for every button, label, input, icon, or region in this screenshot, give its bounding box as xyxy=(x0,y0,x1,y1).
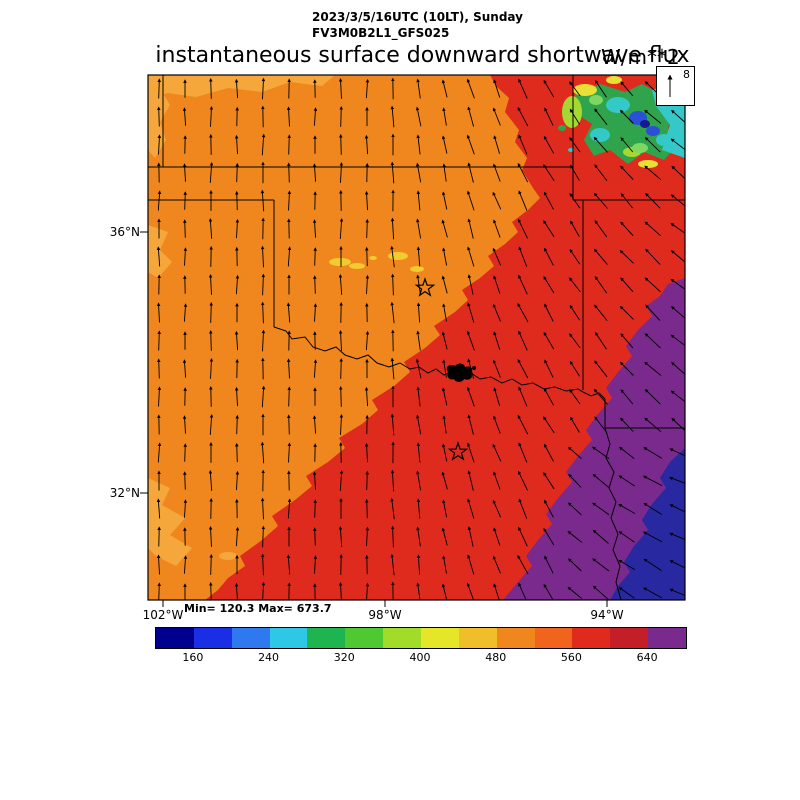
quiver-reference-value: 8 xyxy=(683,68,690,81)
colorbar-segment xyxy=(496,628,535,648)
lon-tick-label-94w: 94°W xyxy=(590,608,624,622)
red-river-border xyxy=(273,326,685,429)
lat-tick-label-32n: 32°N xyxy=(109,486,140,500)
colorbar-tick-label: 560 xyxy=(560,651,582,664)
colorbar-segment xyxy=(193,628,232,648)
colorbar-segment xyxy=(534,628,573,648)
colorbar-segment xyxy=(269,628,308,648)
cloud-spots-yellow xyxy=(329,252,424,272)
quiver-reference-key: 8 xyxy=(656,66,695,106)
colorbar-tick-label: 480 xyxy=(485,651,507,664)
valid-time-label: 2023/3/5/16UTC (10LT), Sunday xyxy=(312,10,523,24)
colorbar-tick-label: 240 xyxy=(258,651,280,664)
site-marker-star xyxy=(414,277,436,297)
colorbar-tick-label: 320 xyxy=(333,651,355,664)
flux-region-red xyxy=(205,75,685,600)
colorbar-tick-label: 160 xyxy=(182,651,204,664)
colorbar-segment xyxy=(307,628,346,648)
axis-frame xyxy=(147,74,686,601)
colorbar-segment xyxy=(458,628,497,648)
plot-title: instantaneous surface downward shortwave… xyxy=(155,43,690,68)
quiver-reference-arrow-icon xyxy=(667,74,673,97)
minmax-label: Min= 120.3 Max= 673.7 xyxy=(184,602,332,615)
lake-texoma xyxy=(446,363,473,382)
lat-tick-label-36n: 36°N xyxy=(109,225,140,239)
units-label: W/m**2 xyxy=(601,45,680,69)
colorbar-tick-label: 400 xyxy=(409,651,431,664)
colorbar-tick-label: 640 xyxy=(636,651,658,664)
flux-region-light-orange xyxy=(219,552,237,560)
sabine-border xyxy=(604,427,622,600)
flux-region-purple xyxy=(503,278,685,600)
colorbar-segment xyxy=(231,628,270,648)
lon-tick-label-98w: 98°W xyxy=(368,608,402,622)
site-markers xyxy=(414,277,469,461)
colorbar xyxy=(155,627,687,649)
lon-tick-label-102w: 102°W xyxy=(142,608,184,622)
flux-region-navy xyxy=(610,448,685,600)
model-run-label: FV3M0B2L1_GFS025 xyxy=(312,26,450,40)
colorbar-segment xyxy=(648,628,687,648)
colorbar-segment xyxy=(572,628,611,648)
lake-dot xyxy=(472,366,476,370)
colorbar-segment xyxy=(610,628,649,648)
colorbar-segment xyxy=(156,628,194,648)
colorbar-segment xyxy=(383,628,422,648)
colorbar-segment xyxy=(421,628,459,648)
colorbar-segment xyxy=(345,628,384,648)
flux-region-light-orange xyxy=(148,225,172,278)
axis-ticks xyxy=(140,231,608,607)
site-marker-star xyxy=(447,441,469,461)
